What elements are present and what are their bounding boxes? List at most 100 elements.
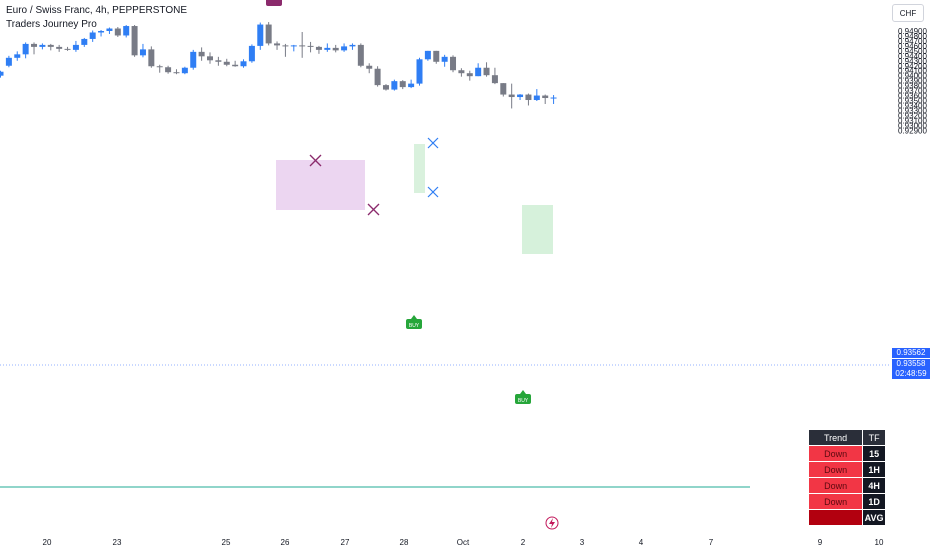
candle bbox=[22, 42, 29, 59]
candle bbox=[357, 43, 364, 68]
x-tick-label: 9 bbox=[818, 538, 823, 547]
candle bbox=[123, 25, 130, 38]
currency-selector[interactable]: CHF bbox=[892, 4, 924, 22]
tf-cell: 1H bbox=[862, 461, 886, 478]
candle-body bbox=[148, 49, 155, 67]
y-tick-label: 0.94000 bbox=[898, 72, 927, 81]
candle-body bbox=[265, 24, 272, 44]
candle-body bbox=[56, 46, 63, 49]
y-tick-label: 0.94200 bbox=[898, 62, 927, 71]
x-tick-label: 23 bbox=[113, 538, 122, 547]
target-zone-green-1 bbox=[414, 144, 425, 193]
candle-body bbox=[441, 56, 448, 62]
candle-body bbox=[123, 26, 130, 36]
candle-body bbox=[131, 26, 138, 56]
current-price-tag: 0.93558 bbox=[892, 359, 930, 369]
candle-body bbox=[139, 49, 146, 56]
candle bbox=[31, 42, 38, 55]
x-tick-label: 28 bbox=[400, 538, 409, 547]
trend-table: Trend TF Down 15 Down 1H Down 4H Down 1D… bbox=[807, 429, 886, 526]
candle bbox=[64, 46, 71, 51]
candle bbox=[98, 30, 105, 37]
x-tick-label: 25 bbox=[222, 538, 231, 547]
y-tick-label: 0.92900 bbox=[898, 126, 927, 135]
y-tick-label: 0.93600 bbox=[898, 92, 927, 101]
candle bbox=[148, 46, 155, 68]
candle-body bbox=[517, 94, 524, 98]
candle bbox=[198, 47, 205, 61]
candle-body bbox=[207, 56, 213, 61]
candle bbox=[14, 51, 21, 61]
candle-body bbox=[424, 50, 431, 60]
y-tick-label: 0.93500 bbox=[898, 97, 927, 106]
candle bbox=[466, 70, 473, 81]
star-marker-1 bbox=[427, 137, 439, 149]
trend-cell: Down bbox=[807, 461, 864, 478]
trend-cell: Down bbox=[807, 493, 864, 510]
y-tick-label: 0.94700 bbox=[898, 37, 927, 46]
candle-body bbox=[533, 95, 540, 101]
tf-cell: 1D bbox=[862, 493, 886, 510]
candle bbox=[165, 65, 172, 74]
candle-body bbox=[240, 61, 247, 67]
signal-zones bbox=[276, 144, 553, 254]
candle bbox=[39, 43, 46, 50]
candle-body bbox=[366, 65, 373, 69]
candle bbox=[341, 43, 348, 52]
candle bbox=[324, 43, 331, 52]
x-tick-label: 20 bbox=[43, 538, 52, 547]
candle bbox=[475, 63, 482, 77]
candle bbox=[508, 83, 515, 109]
candle bbox=[307, 41, 314, 53]
candle-body bbox=[198, 51, 205, 57]
y-tick-label: 0.94300 bbox=[898, 57, 927, 66]
candle bbox=[240, 59, 247, 68]
candle-body bbox=[475, 67, 482, 77]
y-tick-label: 0.94900 bbox=[898, 27, 927, 36]
candle bbox=[282, 43, 289, 57]
x-tick-label: 27 bbox=[341, 538, 350, 547]
indicator-name[interactable]: Traders Journey Pro bbox=[6, 19, 97, 30]
cross-marker-2 bbox=[367, 203, 380, 216]
candle-body bbox=[458, 70, 465, 74]
candle bbox=[232, 60, 239, 67]
star-marker-2 bbox=[427, 186, 439, 198]
candle bbox=[458, 68, 465, 77]
candle-body bbox=[47, 44, 54, 47]
candle bbox=[207, 52, 213, 64]
candle bbox=[391, 79, 398, 91]
candle bbox=[332, 44, 339, 53]
candle bbox=[399, 80, 406, 90]
candle bbox=[81, 37, 88, 47]
symbol-title[interactable]: Euro / Swiss Franc, 4h, PEPPERSTONE bbox=[6, 5, 187, 16]
candle bbox=[181, 66, 188, 75]
svg-text:BUY: BUY bbox=[409, 323, 420, 329]
candle-body bbox=[357, 44, 364, 66]
candle bbox=[114, 27, 121, 37]
candle-body bbox=[382, 85, 389, 90]
trend-header: Trend bbox=[807, 429, 864, 446]
candle-body bbox=[64, 48, 71, 50]
x-tick-label: 2 bbox=[521, 538, 526, 547]
purple-signal bbox=[266, 0, 282, 6]
candle-body bbox=[399, 81, 406, 88]
candle bbox=[56, 44, 63, 52]
candle bbox=[525, 93, 532, 106]
candles bbox=[0, 22, 557, 109]
svg-text:BUY: BUY bbox=[518, 398, 529, 404]
candle-body bbox=[114, 28, 121, 36]
buy-signal-1: BUY bbox=[406, 315, 422, 329]
supply-zone-pink bbox=[276, 160, 365, 210]
candle bbox=[139, 43, 146, 58]
x-tick-label: 26 bbox=[281, 538, 290, 547]
y-tick-label: 0.94400 bbox=[898, 52, 927, 61]
candle-body bbox=[165, 67, 172, 73]
tf-header: TF bbox=[862, 429, 886, 446]
candle bbox=[299, 31, 306, 58]
candle-body bbox=[408, 83, 415, 88]
candle bbox=[173, 69, 180, 75]
x-tick-label: Oct bbox=[457, 538, 470, 547]
candle bbox=[257, 22, 264, 50]
x-tick-label: 10 bbox=[875, 538, 884, 547]
